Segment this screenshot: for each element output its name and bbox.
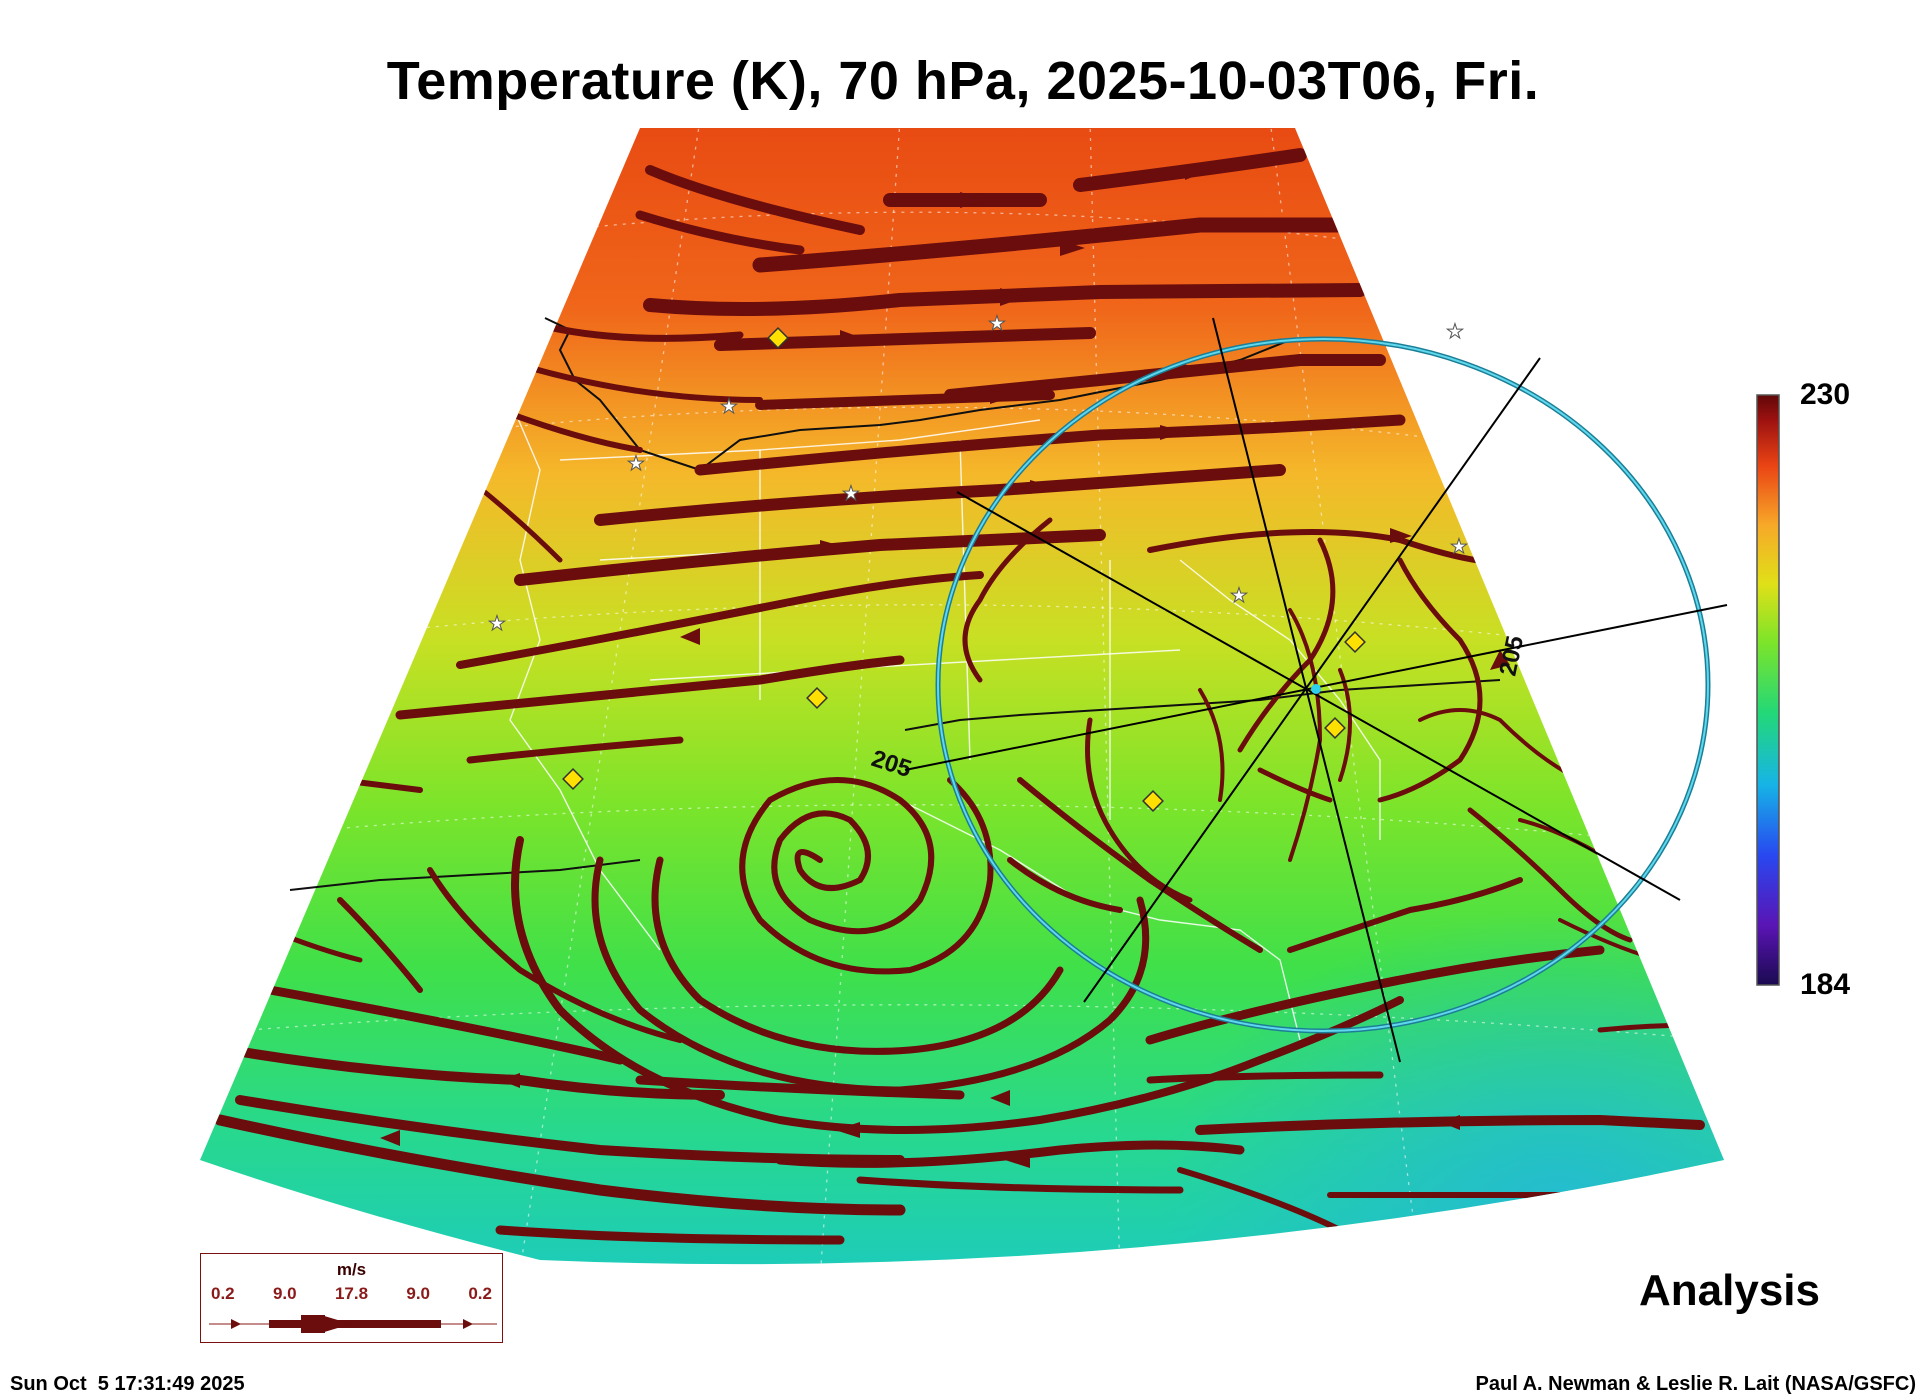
footer-credit: Paul A. Newman & Leslie R. Lait (NASA/GS… xyxy=(1475,1373,1916,1395)
diamond-marker xyxy=(562,768,584,790)
diamond-marker xyxy=(767,327,789,349)
colorbar-max-label: 230 xyxy=(1800,378,1851,411)
station-stars: ★ ★ ★ ★ ★ ★ ★ ★ xyxy=(488,311,1469,636)
legend-value: 9.0 xyxy=(272,1284,297,1303)
legend-arrow-icon xyxy=(209,1315,497,1333)
star-marker: ★ xyxy=(488,611,506,635)
wind-speed-legend: m/s 0.2 9.0 17.8 9.0 0.2 xyxy=(200,1253,503,1343)
legend-unit: m/s xyxy=(336,1260,367,1279)
legend-value: 17.8 xyxy=(334,1284,369,1303)
diamond-marker xyxy=(1142,790,1164,812)
station-diamonds xyxy=(562,327,1366,812)
range-ring xyxy=(935,336,1711,1034)
cross-section-lines xyxy=(904,317,1728,1063)
colorbar xyxy=(1756,394,1780,986)
star-marker: ★ xyxy=(627,451,645,475)
map-title: Temperature (K), 70 hPa, 2025-10-03T06, … xyxy=(386,51,1540,111)
colorbar-min-label: 184 xyxy=(1800,968,1851,1001)
diamond-marker xyxy=(1344,631,1366,653)
legend-value: 9.0 xyxy=(406,1284,430,1303)
legend-value: 0.2 xyxy=(468,1284,492,1303)
legend-values: 0.2 9.0 17.8 9.0 0.2 xyxy=(211,1284,492,1304)
diamond-marker xyxy=(806,687,828,709)
streamline-arrowheads xyxy=(380,165,1510,1168)
star-marker: ★ xyxy=(1230,583,1248,607)
analysis-label: Analysis xyxy=(1639,1266,1820,1315)
star-marker: ★ xyxy=(842,481,860,505)
star-marker: ★ xyxy=(988,311,1006,335)
coastline xyxy=(289,317,1501,891)
diamond-marker xyxy=(1324,717,1346,739)
legend-value: 0.2 xyxy=(211,1284,235,1303)
star-marker: ★ xyxy=(1446,319,1464,343)
footer-timestamp: Sun Oct 5 17:31:49 2025 xyxy=(10,1373,245,1395)
ring-center-marker xyxy=(1311,684,1321,694)
star-marker: ★ xyxy=(720,394,738,418)
star-marker: ★ xyxy=(1450,534,1468,558)
